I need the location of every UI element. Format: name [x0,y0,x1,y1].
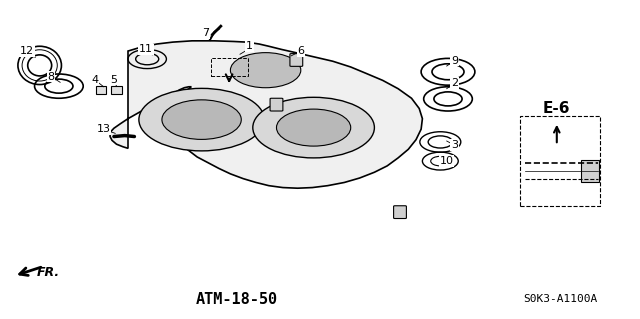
Circle shape [253,97,374,158]
Text: 12: 12 [20,46,34,56]
Circle shape [162,100,241,139]
Text: ATM-18-50: ATM-18-50 [196,292,278,307]
Polygon shape [110,41,422,188]
FancyBboxPatch shape [394,206,406,219]
Text: 10: 10 [440,156,454,166]
Text: 4: 4 [91,75,99,85]
Circle shape [139,88,264,151]
Bar [96,86,106,94]
Text: 13: 13 [97,124,111,134]
Circle shape [276,109,351,146]
Bar [111,86,122,94]
Bar [581,160,599,182]
Text: E-6: E-6 [543,101,570,116]
Text: 6: 6 [298,46,304,56]
Text: 7: 7 [202,28,210,39]
Text: 2: 2 [451,78,458,88]
Text: FR.: FR. [37,266,60,279]
Text: 8: 8 [47,71,55,82]
FancyBboxPatch shape [290,54,303,66]
FancyBboxPatch shape [270,98,283,111]
Text: 5: 5 [111,75,117,85]
Text: 9: 9 [451,56,458,66]
Text: 1: 1 [246,41,253,51]
Text: 3: 3 [451,140,458,150]
Circle shape [230,53,301,88]
Text: S0K3-A1100A: S0K3-A1100A [523,294,597,304]
Text: 11: 11 [139,44,153,55]
